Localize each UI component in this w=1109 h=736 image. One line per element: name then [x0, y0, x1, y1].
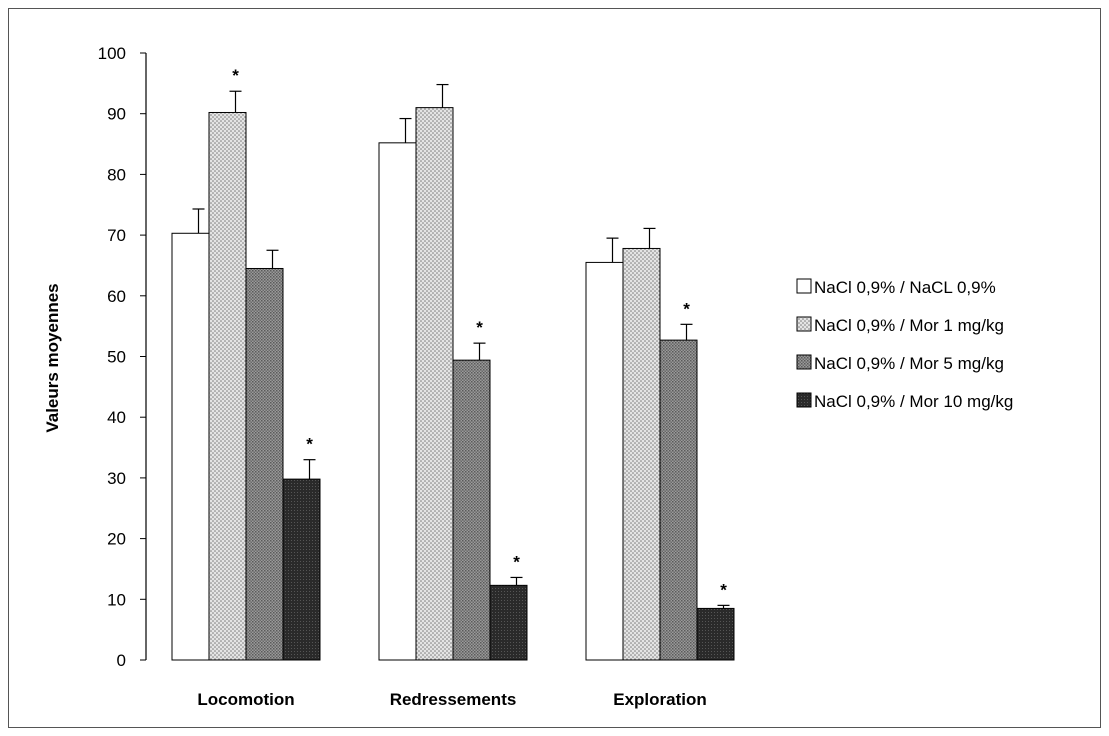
y-tick-label: 50 [107, 348, 126, 367]
bar-exploration-series-1 [585, 261, 624, 661]
legend-label: NaCl 0,9% / Mor 1 mg/kg [814, 316, 1004, 335]
significance-marker: * [720, 580, 727, 599]
significance-marker: * [476, 318, 483, 337]
y-tick-label: 10 [107, 590, 126, 609]
significance-marker: * [513, 552, 520, 571]
bar-redressements-series-2 [415, 107, 454, 661]
y-axis-label: Valeurs moyennes [43, 283, 62, 432]
legend-label: NaCl 0,9% / Mor 5 mg/kg [814, 354, 1004, 373]
bar-redressements-series-4 [489, 584, 528, 661]
y-tick-label: 70 [107, 226, 126, 245]
significance-marker: * [232, 66, 239, 85]
category-labels: Locomotion Redressements Exploration [197, 690, 706, 709]
y-tick-label: 40 [107, 408, 126, 427]
legend-swatch [796, 316, 812, 332]
bars: * * * * * * [171, 66, 735, 661]
legend-swatch [796, 392, 812, 408]
legend-label: NaCl 0,9% / Mor 10 mg/kg [814, 392, 1013, 411]
significance-marker: * [683, 299, 690, 318]
bar-locomotion-series-1 [171, 232, 210, 661]
y-tick-label: 90 [107, 105, 126, 124]
legend-swatch [796, 354, 812, 370]
category-label-redressements: Redressements [390, 690, 517, 709]
bar-redressements-series-1 [378, 142, 417, 661]
bar-locomotion-series-2 [208, 111, 247, 661]
axes: 0 10 20 30 40 50 60 70 80 90 100 [98, 44, 147, 670]
bar-exploration-series-4 [696, 607, 735, 661]
legend-label: NaCl 0,9% / NaCL 0,9% [814, 278, 996, 297]
y-tick-label: 60 [107, 287, 126, 306]
bar-redressements-series-3 [452, 359, 491, 661]
y-tick-label: 80 [107, 165, 126, 184]
bar-exploration-series-3 [659, 339, 698, 661]
category-label-exploration: Exploration [613, 690, 707, 709]
bar-locomotion-series-4 [282, 478, 321, 661]
y-tick-label: 20 [107, 530, 126, 549]
legend: NaCl 0,9% / NaCL 0,9% NaCl 0,9% / Mor 1 m… [796, 278, 1013, 411]
y-tick-label: 0 [117, 651, 126, 670]
bar-exploration-series-2 [622, 247, 661, 661]
significance-marker: * [306, 435, 313, 454]
legend-swatch [796, 278, 812, 294]
bar-locomotion-series-3 [245, 267, 284, 661]
y-tick-label: 30 [107, 469, 126, 488]
category-label-locomotion: Locomotion [197, 690, 294, 709]
y-tick-label: 100 [98, 44, 126, 63]
